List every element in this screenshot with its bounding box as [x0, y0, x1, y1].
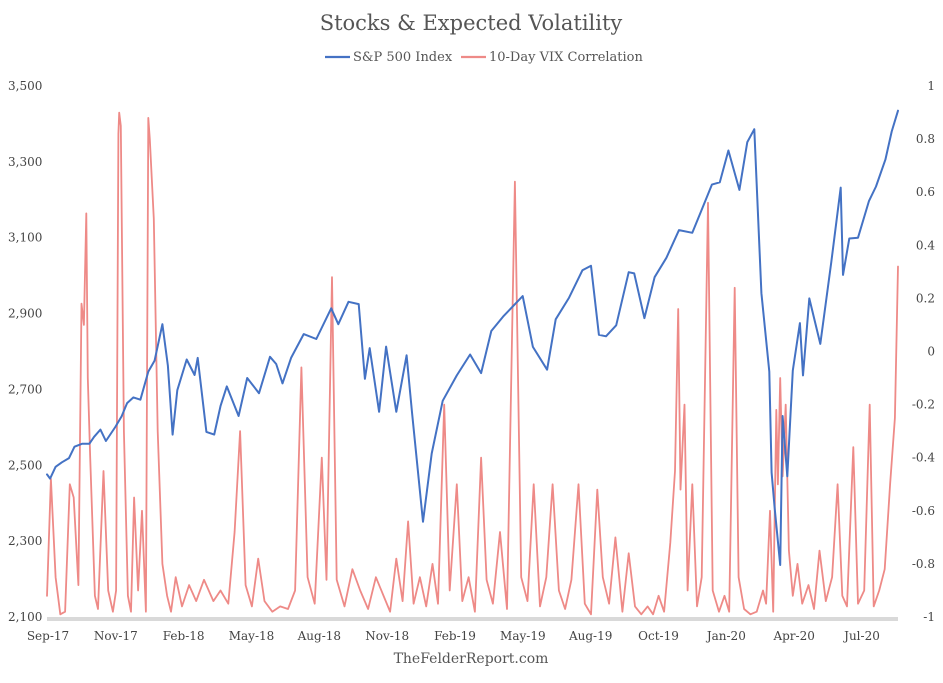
x-tick-label: Aug-19 [568, 629, 612, 643]
left-y-tick-label: 2,100 [8, 610, 42, 624]
left-y-tick-label: 2,700 [8, 382, 42, 396]
left-y-axis: 2,100 2,300 2,500 2,700 2,900 3,100 3,300 3,500 [8, 79, 42, 624]
series-layer [46, 109, 899, 616]
x-tick-label: Jan-20 [705, 629, 746, 643]
legend-label-vix-correlation: 10-Day VIX Correlation [489, 50, 644, 65]
right-y-tick-label: 0.6 [916, 185, 935, 199]
right-y-tick-label: -0.2 [912, 398, 935, 412]
right-y-tick-label: 0.2 [916, 291, 935, 305]
legend-label-sp500: S&P 500 Index [353, 50, 453, 65]
x-tick-label: Aug-18 [297, 629, 341, 643]
chart-legend: S&P 500 Index 10-Day VIX Correlation [325, 50, 644, 65]
right-y-tick-label: 0 [927, 345, 935, 359]
right-y-tick-label: -0.6 [912, 504, 935, 518]
series-line-sp500 [46, 109, 899, 566]
right-y-tick-label: -0.8 [912, 557, 935, 571]
source-credit: TheFelderReport.com [394, 651, 549, 667]
x-tick-label: Sep-17 [27, 629, 69, 643]
series-line-vix-correlation [46, 111, 899, 616]
left-y-tick-label: 3,100 [8, 231, 42, 245]
x-tick-label: Oct-19 [638, 629, 679, 643]
right-y-tick-label: 1 [927, 79, 935, 93]
left-y-tick-label: 3,300 [8, 155, 42, 169]
left-y-tick-label: 2,900 [8, 307, 42, 321]
x-axis: Sep-17 Nov-17 Feb-18 May-18 Aug-18 Nov-18 Feb-… [27, 629, 880, 643]
x-tick-label: May-18 [229, 629, 275, 643]
left-y-tick-label: 2,500 [8, 458, 42, 472]
x-tick-label: Feb-18 [163, 629, 205, 643]
x-tick-label: Jul-20 [842, 629, 880, 643]
right-y-tick-label: -1 [923, 610, 935, 624]
x-tick-label: Feb-19 [434, 629, 476, 643]
x-tick-label: Apr-20 [772, 629, 814, 643]
right-y-axis: -1 -0.8 -0.6 -0.4 -0.2 0 0.2 0.4 0.6 0.8 1 [912, 79, 936, 624]
right-y-tick-label: 0.8 [916, 132, 935, 146]
right-y-tick-label: 0.4 [916, 238, 935, 252]
x-tick-label: May-19 [500, 629, 546, 643]
x-tick-label: Nov-17 [94, 629, 138, 643]
left-y-tick-label: 3,500 [8, 79, 42, 93]
chart-title: Stocks & Expected Volatility [320, 11, 623, 35]
x-tick-label: Nov-18 [365, 629, 409, 643]
right-y-tick-label: -0.4 [912, 451, 936, 465]
left-y-tick-label: 2,300 [8, 534, 42, 548]
